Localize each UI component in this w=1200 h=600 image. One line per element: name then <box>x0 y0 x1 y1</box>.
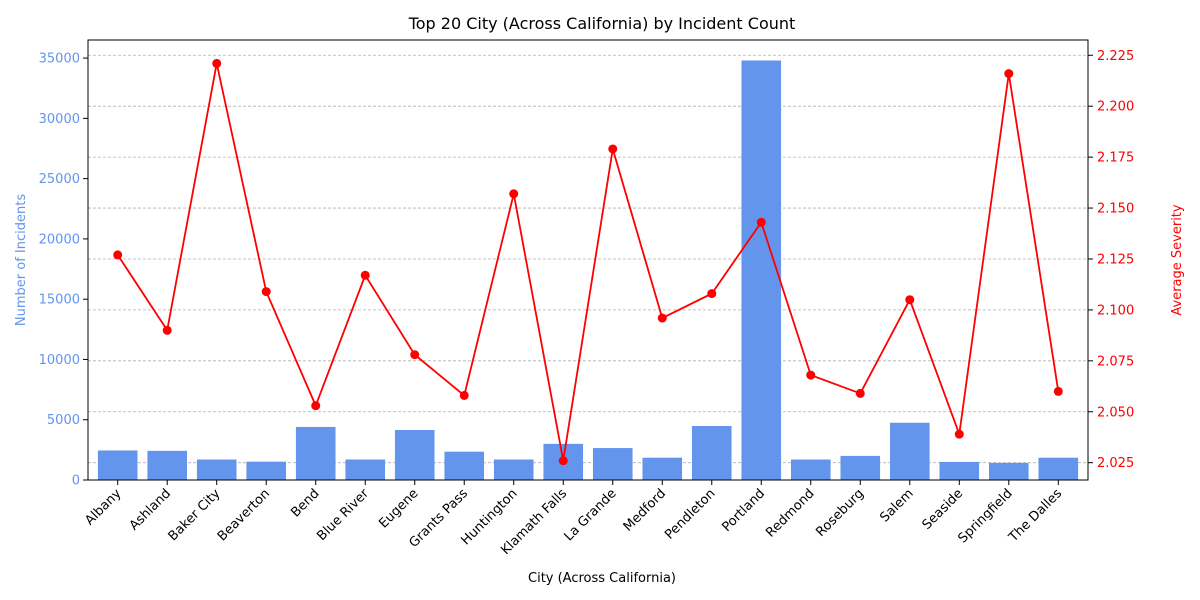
severity-point <box>558 456 568 466</box>
x-tick-label: Eugene <box>376 486 421 531</box>
y2-tick-label: 2.100 <box>1097 303 1134 318</box>
severity-point <box>410 350 420 360</box>
bar <box>246 461 287 480</box>
y2-tick-label: 2.025 <box>1097 456 1134 471</box>
bar <box>592 448 633 480</box>
y-tick-label: 25000 <box>39 172 80 187</box>
severity-point <box>657 313 667 323</box>
x-tick-label: Bend <box>288 486 322 520</box>
x-tick-label: Pendleton <box>662 486 718 542</box>
y-tick-label: 35000 <box>39 52 80 67</box>
severity-point <box>459 390 469 400</box>
bar <box>741 60 782 480</box>
grid <box>88 54 1088 464</box>
bar <box>939 461 980 480</box>
severity-point <box>756 217 766 227</box>
bar <box>345 459 386 480</box>
x-tick-label: The Dalles <box>1006 486 1066 546</box>
severity-point <box>113 250 123 260</box>
bars <box>97 60 1079 480</box>
bar <box>1038 457 1079 480</box>
severity-point <box>1053 386 1063 396</box>
bar <box>444 451 485 480</box>
severity-point <box>1004 69 1014 79</box>
axes: 0 5000 10000 15000 20000 25000 30000 35000 2.025… <box>39 39 1134 558</box>
bar <box>840 455 881 480</box>
y-tick-label: 10000 <box>39 353 80 368</box>
x-tick-label: Baker City <box>166 486 224 544</box>
severity-point <box>608 144 618 154</box>
y-tick-label: 20000 <box>39 232 80 247</box>
x-tick-label: Albany <box>82 486 124 528</box>
severity-point <box>212 58 222 68</box>
severity-point <box>806 370 816 380</box>
chart-title: Top 20 City (Across California) by Incid… <box>408 14 796 33</box>
severity-line <box>113 58 1063 466</box>
y2-tick-label: 2.225 <box>1097 49 1134 64</box>
x-tick-label: Ashland <box>127 486 174 533</box>
bar <box>196 459 237 480</box>
x-tick-label: Beaverton <box>215 486 273 544</box>
y-tick-label: 15000 <box>39 293 80 308</box>
y2-tick-label: 2.125 <box>1097 252 1134 267</box>
bar <box>691 425 732 480</box>
x-tick-label: La Grande <box>561 486 619 544</box>
bar <box>889 422 930 480</box>
severity-point <box>905 295 915 305</box>
y-tick-label: 5000 <box>47 413 80 428</box>
bar <box>988 462 1029 480</box>
y2-tick-label: 2.200 <box>1097 100 1134 115</box>
severity-point <box>855 388 865 398</box>
y2-axis-title: Average Severity <box>1170 204 1185 316</box>
severity-point <box>509 189 519 199</box>
bar <box>295 426 336 480</box>
bar <box>642 457 683 480</box>
bar <box>147 450 188 480</box>
bar <box>790 459 831 480</box>
severity-point <box>162 325 172 335</box>
x-tick-label: Roseburg <box>813 486 867 540</box>
y2-tick-label: 2.150 <box>1097 202 1134 217</box>
bar <box>394 429 435 480</box>
y-tick-label: 30000 <box>39 112 80 127</box>
x-tick-label: Redmond <box>763 486 817 540</box>
severity-point <box>311 401 321 411</box>
severity-point <box>261 287 271 297</box>
x-tick-label: Portland <box>719 486 768 535</box>
severity-point <box>360 270 370 280</box>
severity-point <box>954 429 964 439</box>
y-tick-label: 0 <box>72 474 80 489</box>
y2-tick-label: 2.050 <box>1097 405 1134 420</box>
plot-frame <box>87 39 1089 481</box>
y-axis-title: Number of Incidents <box>14 194 29 326</box>
bar <box>97 450 138 480</box>
x-tick-label: Blue River <box>314 486 372 544</box>
y2-tick-label: 2.175 <box>1097 151 1134 166</box>
x-axis-title: City (Across California) <box>528 571 676 586</box>
bar <box>493 459 534 480</box>
x-tick-label: Medford <box>621 486 669 534</box>
y2-tick-label: 2.075 <box>1097 354 1134 369</box>
x-tick-label: Salem <box>877 486 916 525</box>
x-tick-label: Seaside <box>920 486 967 533</box>
severity-point <box>707 289 717 299</box>
severity-polyline <box>116 63 1060 461</box>
